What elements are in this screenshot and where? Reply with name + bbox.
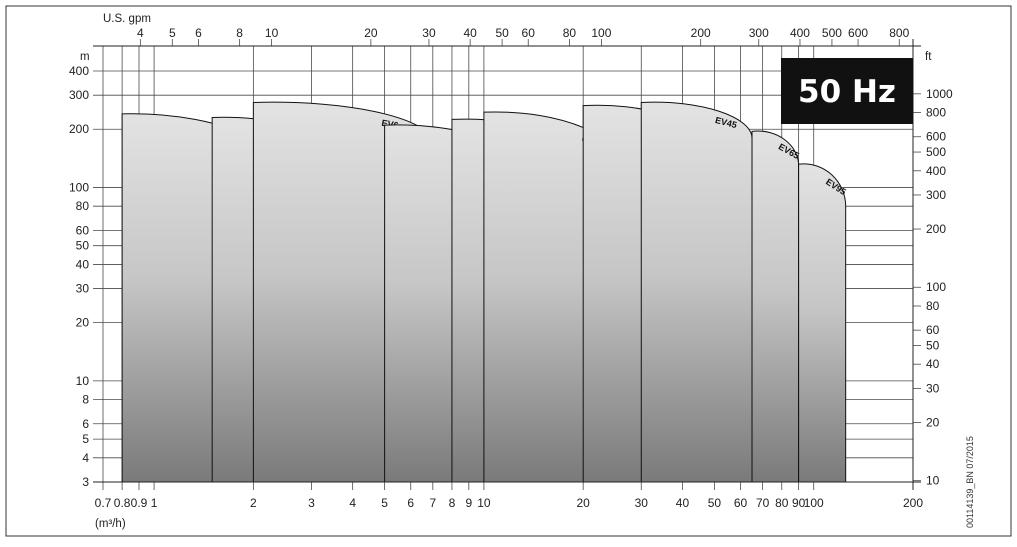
bottom-tick-label: 7 [429,496,436,510]
top-tick-label: 6 [195,26,202,40]
top-tick-label: 800 [889,26,909,40]
area-layer: EV 1EV 3EV6EV10EV15EV20EV30EV45EV65EV95 [121,101,848,483]
badge-label: 50 Hz [798,74,896,110]
bottom-tick-label: 70 [756,496,770,510]
top-tick-label: 50 [495,26,509,40]
left-tick-label: 60 [76,223,90,237]
right-tick-label: 1000 [926,87,953,101]
left-tick-label: 3 [82,475,89,489]
right-tick-label: 800 [926,106,946,120]
top-tick-label: 20 [364,26,378,40]
top-axis-title: U.S. gpm [103,13,151,25]
bottom-tick-label: 1 [151,496,158,510]
bottom-tick-label: 80 [775,496,789,510]
right-tick-label: 30 [926,381,940,395]
top-tick-label: 100 [591,26,611,40]
top-tick-label: 200 [691,26,711,40]
bottom-tick-label: 4 [349,496,356,510]
left-tick-label: 30 [76,282,90,296]
right-tick-label: 100 [926,280,946,294]
bottom-tick-label: 0.7 [95,496,112,510]
right-tick-label: 60 [926,323,940,337]
right-tick-label: 20 [926,415,940,429]
top-tick-label: 10 [265,26,279,40]
left-tick-label: 300 [69,88,89,102]
left-tick-label: 4 [82,451,89,465]
left-tick-label: 100 [69,180,89,194]
left-tick-label: 200 [69,122,89,136]
bottom-tick-label: 8 [449,496,456,510]
left-tick-label: 5 [82,432,89,446]
right-tick-label: 300 [926,188,946,202]
left-axis-title: m [80,51,90,63]
left-tick-label: 40 [76,257,90,271]
frequency-badge: 50 Hz [781,58,913,124]
left-tick-label: 50 [76,239,90,253]
right-tick-label: 500 [926,145,946,159]
bottom-axis-title: (m³/h) [95,518,126,530]
bottom-tick-label: 90 [792,496,806,510]
left-tick-label: 400 [69,64,89,78]
right-tick-label: 50 [926,338,940,352]
performance-area [751,130,800,483]
bottom-tick-label: 200 [903,496,923,510]
right-tick-label: 40 [926,357,940,371]
bottom-tick-label: 2 [250,496,257,510]
bottom-tick-label: 30 [635,496,649,510]
left-tick-label: 6 [82,417,89,431]
right-tick-label: 600 [926,130,946,144]
document-code: 00114139_BN 07/2015 [965,436,975,528]
bottom-tick-label: 40 [676,496,690,510]
top-tick-label: 4 [137,26,144,40]
top-tick-label: 400 [790,26,810,40]
top-tick-label: 8 [236,26,243,40]
outer-border [5,5,1012,537]
left-tick-label: 20 [76,316,90,330]
performance-area [798,163,847,483]
bottom-tick-label: 3 [308,496,315,510]
bottom-tick-label: 0.9 [131,496,148,510]
left-tick-label: 10 [76,374,90,388]
axis-layer: 3456810203040506080100200300400102030405… [69,26,953,510]
bottom-tick-label: 5 [381,496,388,510]
right-tick-label: 80 [926,299,940,313]
performance-area [640,101,753,483]
bottom-tick-label: 10 [477,496,491,510]
bottom-tick-label: 9 [465,496,472,510]
bottom-tick-label: 6 [407,496,414,510]
right-tick-label: 400 [926,164,946,178]
right-tick-label: 200 [926,222,946,236]
bottom-tick-label: 60 [734,496,748,510]
top-tick-label: 600 [848,26,868,40]
top-tick-label: 500 [822,26,842,40]
right-tick-label: 10 [926,474,940,488]
top-tick-label: 80 [563,26,577,40]
top-tick-label: 60 [522,26,536,40]
bottom-tick-label: 20 [577,496,591,510]
right-axis-title: ft [925,51,932,63]
top-tick-label: 5 [169,26,176,40]
top-tick-label: 300 [749,26,769,40]
bottom-tick-label: 0.8 [114,496,131,510]
bottom-tick-label: 100 [804,496,824,510]
bottom-tick-label: 50 [708,496,722,510]
badge-background [781,58,913,124]
top-tick-label: 30 [422,26,436,40]
left-tick-label: 80 [76,199,90,213]
left-tick-label: 8 [82,393,89,407]
top-tick-label: 40 [463,26,477,40]
